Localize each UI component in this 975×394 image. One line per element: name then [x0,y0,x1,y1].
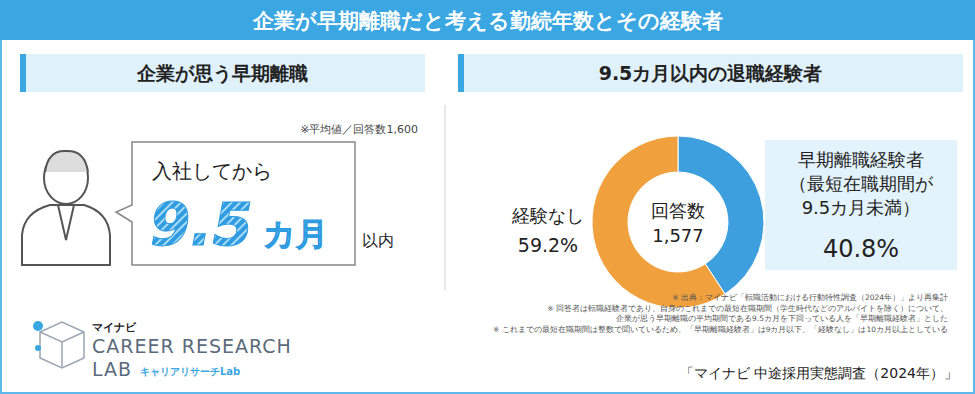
infographic: 企業が早期離職だと考える勤続年数とその経験者企業が思う早期離職 9.5カ月以内の退… [0,0,975,394]
divider [445,105,446,290]
center-label: 回答数 [651,200,705,221]
logo: マイナビCAREER RESEARCHLAB キャリアリサーチLab [33,321,292,380]
logo-text: CAREER RESEARCH [92,335,292,357]
person-tie [58,205,74,240]
label-box [765,140,957,270]
logo-sub: キャリアリサーチLab [140,366,240,377]
heading-accent [20,54,26,92]
category-line: 経験なし [511,205,584,226]
person-hair [45,151,88,172]
note: ※ 出典：マイナビ「転職活動における行動特性調査（2024年）」より再集計 [672,293,948,302]
donut [592,136,764,308]
center-value: 1,577 [652,225,704,246]
note: ※ 回答者は転職経験者であり、自身のこれまでの最短在職期間（学生時代などのアルバ… [547,304,948,313]
logo-cube-edge [40,332,84,368]
header-bar [0,0,975,40]
value: 9.5 [150,191,253,259]
heading-box [458,54,963,92]
title: 企業が早期離職だと考える勤続年数とその経験者 [252,9,723,33]
category-label: 早期離職経験者 （最短在職期間が 9.5カ月未満） [789,149,934,218]
heading-accent [458,54,464,92]
person-body [22,205,110,265]
category-label: 経験なし [511,205,584,226]
person-icon [22,151,110,265]
frame [1,1,974,393]
logo-dot [35,345,41,351]
unit: カ月 [263,215,328,253]
logo-brand: マイナビ [92,321,137,334]
category-line: （最短在職期間が [789,173,934,194]
heading: 9.5カ月以内の退職経験者 [599,62,823,84]
data-label: 40.8% [823,235,899,263]
logo-cube [40,322,84,368]
category-line: 早期離職経験者 [798,149,924,170]
lead: 入社してから [152,159,272,183]
suffix: 以内 [362,231,394,250]
heading-box [20,54,425,92]
speech-bubble [116,142,355,265]
note: 企業が思う早期離職の平均期間である9.5カ月を下回っている人を「早期離職経験者」… [616,314,948,323]
data-label: 59.2% [518,234,578,256]
logo-text: LAB [92,358,132,380]
source: 「マイナビ 中途採用実態調査（2024年）」 [680,365,958,381]
big-value: 9.5 カ月 [150,191,328,259]
logo-dot [33,321,43,331]
note: ※平均値／回答数1,600 [300,123,418,136]
note: ※ これまでの最短在職期間は整数で聞いているため、「早期離職経験者」は9カ月以下… [493,325,948,334]
category-line: 9.5カ月未満） [802,197,921,218]
slice [592,136,725,308]
heading: 企業が思う早期離職 [136,62,308,85]
